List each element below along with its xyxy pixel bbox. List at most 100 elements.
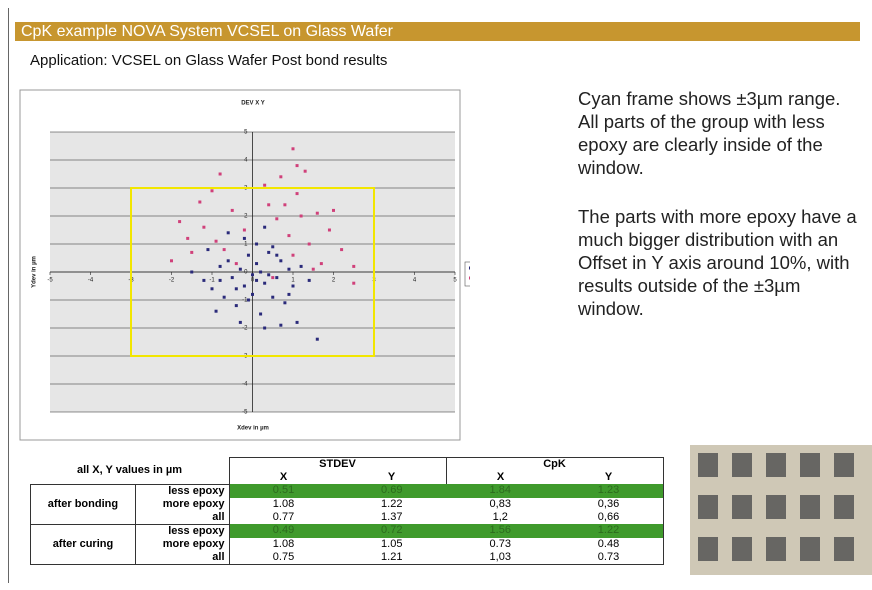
scatter-point <box>332 209 335 212</box>
scatter-point <box>316 212 319 215</box>
legend-marker <box>469 277 470 280</box>
scatter-point <box>231 209 234 212</box>
scatter-point <box>279 259 282 262</box>
table-note: all X, Y values in µm <box>31 458 230 485</box>
cell: 1.23 <box>555 484 664 498</box>
x-tick-label: -4 <box>88 278 94 284</box>
scatter-point <box>239 268 242 271</box>
scatter-point <box>259 271 262 274</box>
scatter-point <box>296 192 299 195</box>
scatter-point <box>287 234 290 237</box>
x-tick-label: -5 <box>47 278 53 284</box>
scatter-point <box>292 285 295 288</box>
scatter-point <box>279 175 282 178</box>
scatter-point <box>178 220 181 223</box>
cell: 1.22 <box>338 498 447 511</box>
x-tick-label: -1 <box>209 278 215 284</box>
scatter-point <box>275 217 278 220</box>
scatter-point <box>352 265 355 268</box>
scatter-point <box>202 279 205 282</box>
scatter-point <box>320 262 323 265</box>
cell: 0.49 <box>229 524 338 538</box>
scatter-point <box>219 279 222 282</box>
scatter-point <box>296 321 299 324</box>
scatter-point <box>235 287 238 290</box>
legend-marker <box>469 267 470 270</box>
y-tick-label: -2 <box>242 326 248 332</box>
note: Cyan frame shows ±3µm range. All parts o… <box>578 87 858 179</box>
scatter-point <box>271 276 274 279</box>
scatter-point <box>283 301 286 304</box>
scatter-point <box>275 276 278 279</box>
cell: 1,03 <box>446 551 555 565</box>
scatter-point <box>300 215 303 218</box>
scatter-point <box>247 299 250 302</box>
scatter-point <box>304 170 307 173</box>
scatter-point <box>243 285 246 288</box>
cell: 1.21 <box>338 551 447 565</box>
scatter-point <box>267 273 270 276</box>
cell: 0.48 <box>555 538 664 551</box>
scatter-point <box>235 262 238 265</box>
scatter-point <box>312 268 315 271</box>
scatter-point <box>219 265 222 268</box>
scatter-point <box>251 293 254 296</box>
scatter-point <box>316 338 319 341</box>
row-label: all <box>135 551 229 565</box>
scatter-point <box>186 237 189 240</box>
scatter-point <box>287 268 290 271</box>
cell: 1.08 <box>229 538 338 551</box>
scatter-point <box>227 231 230 234</box>
cell: 0.51 <box>229 484 338 498</box>
cell: 1.84 <box>446 484 555 498</box>
scatter-point <box>279 324 282 327</box>
slide: CpK example NOVA System VCSEL on Glass W… <box>0 0 872 590</box>
cell: 0.73 <box>446 538 555 551</box>
scatter-point <box>308 243 311 246</box>
scatter-point <box>223 248 226 251</box>
chart-title: DEV X Y <box>241 101 265 107</box>
cell: 0.77 <box>229 511 338 525</box>
scatter-point <box>255 262 258 265</box>
scatter-point <box>263 226 266 229</box>
scatter-point <box>211 287 214 290</box>
scatter-point <box>340 248 343 251</box>
cell: 1,2 <box>446 511 555 525</box>
scatter-point <box>308 279 311 282</box>
scatter-point <box>267 251 270 254</box>
cell: 0.73 <box>555 551 664 565</box>
scatter-point <box>215 240 218 243</box>
scatter-point <box>328 229 331 232</box>
scatter-point <box>263 327 266 330</box>
scatter-point <box>251 273 254 276</box>
cell: 0,83 <box>446 498 555 511</box>
scatter-point <box>296 164 299 167</box>
cell: 1.37 <box>338 511 447 525</box>
scatter-point <box>271 296 274 299</box>
chart: DEV X Y Xdev in µm Ydev in µm -5-4-3-2-1… <box>0 0 470 445</box>
sub-header: X <box>446 471 555 484</box>
group-label: after bonding <box>31 484 136 524</box>
scatter-point <box>198 201 201 204</box>
scatter-point <box>190 271 193 274</box>
scatter-point <box>235 304 238 307</box>
scatter-point <box>243 237 246 240</box>
x-axis-label: Xdev in µm <box>237 426 269 432</box>
scatter-point <box>223 296 226 299</box>
scatter-point <box>292 147 295 150</box>
cell: 0.75 <box>229 551 338 565</box>
cell: 1.22 <box>555 524 664 538</box>
scatter-point <box>227 259 230 262</box>
y-axis-label: Ydev in µm <box>32 256 38 288</box>
cell: 0,66 <box>555 511 664 525</box>
row-label: less epoxy <box>135 524 229 538</box>
group-label: after curing <box>31 524 136 564</box>
scatter-point <box>271 245 274 248</box>
row-label: all <box>135 511 229 525</box>
scatter-point <box>352 282 355 285</box>
cell: 0,36 <box>555 498 664 511</box>
y-tick-label: -5 <box>242 410 248 416</box>
scatter-point <box>247 254 250 257</box>
